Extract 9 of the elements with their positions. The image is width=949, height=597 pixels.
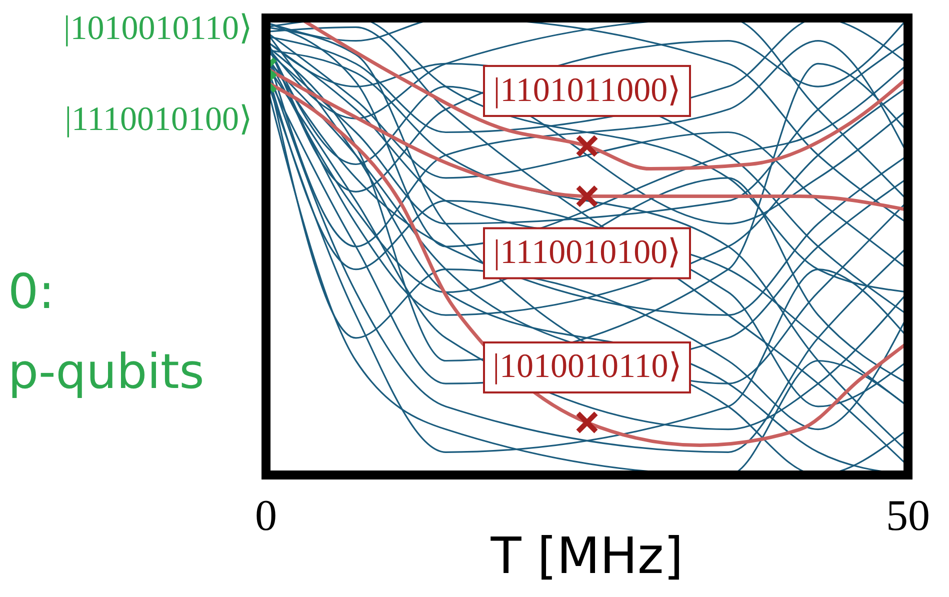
text: |1110010100⟩ (64, 100, 252, 138)
annotation: |1101011000⟩ (493, 72, 681, 109)
text: 0: p-qubits (8, 264, 204, 400)
x-tick-label: 50 (886, 491, 930, 540)
annotation: |1010010110⟩ (492, 348, 682, 386)
x-tick-label: 0 (255, 491, 277, 540)
text: |1010010110⟩ (63, 10, 252, 48)
annotation: |1110010100⟩ (493, 234, 681, 272)
x-axis-title: T [MHz] (490, 527, 684, 585)
